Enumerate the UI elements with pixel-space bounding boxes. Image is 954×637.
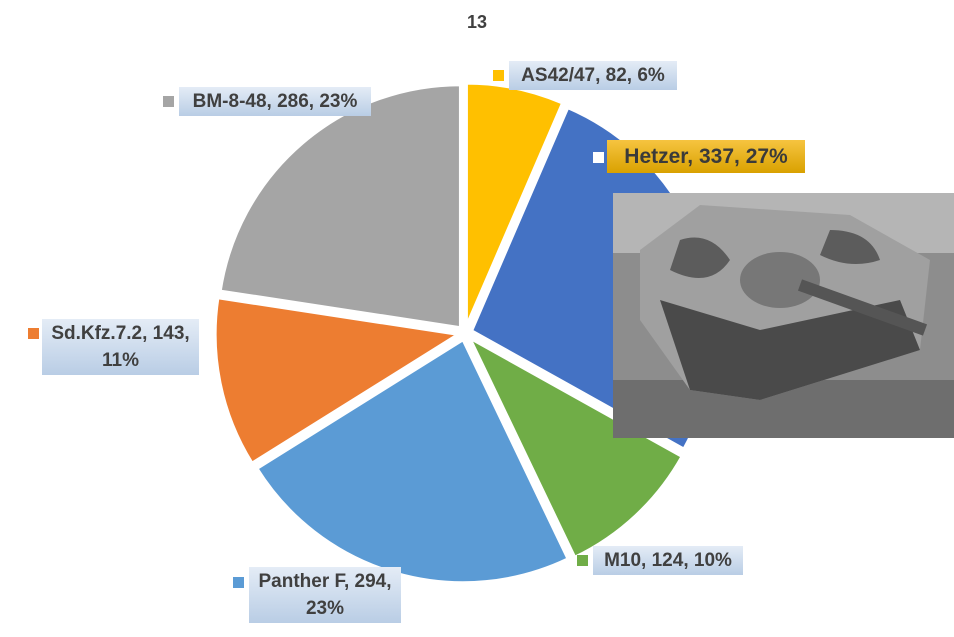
legend-key: [592, 151, 605, 164]
data-label: Panther F, 294, 23%: [249, 567, 401, 623]
chart-title: 13: [466, 12, 488, 32]
pie-slice: [218, 83, 462, 330]
legend-key: [163, 96, 174, 107]
data-label: AS42/47, 82, 6%: [509, 61, 677, 90]
pie-slice: [466, 334, 685, 560]
data-label: Sd.Kfz.7.2, 143, 11%: [42, 319, 199, 375]
legend-key: [493, 70, 504, 81]
data-label: BM-8-48, 286, 23%: [179, 87, 371, 116]
pie-slice: [213, 296, 463, 466]
legend-key: [577, 555, 588, 566]
data-label: M10, 124, 10%: [593, 546, 743, 575]
legend-key: [233, 577, 244, 588]
photo: [613, 193, 954, 438]
legend-key: [28, 328, 39, 339]
data-label: Hetzer, 337, 27%: [607, 140, 805, 173]
